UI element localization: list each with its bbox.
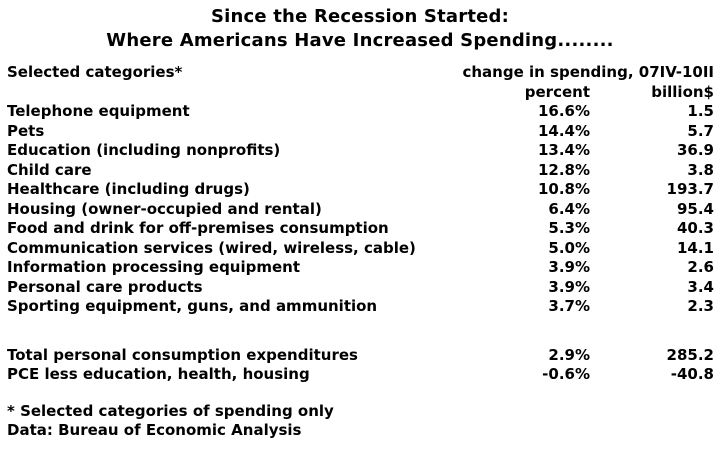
row-percent-value: 5.3% <box>548 219 590 237</box>
row-percent-value: 3.7% <box>548 297 590 315</box>
table-totals: Total personal consumption expenditures … <box>7 346 714 385</box>
row-category: Healthcare (including drugs) <box>7 180 250 198</box>
column-header-change-period: change in spending, 07IV-10II <box>462 63 714 81</box>
row-category: Personal care products <box>7 277 203 296</box>
table-row: Healthcare (including drugs) 10.8% 193.7 <box>7 180 714 200</box>
row-billion-value: 2.3 <box>687 297 714 315</box>
table-row: PCE less education, health, housing -0.6… <box>7 365 714 385</box>
row-category: Total personal consumption expenditures <box>7 345 358 364</box>
row-billion-value: 2.6 <box>687 258 714 276</box>
row-billion-value: -40.8 <box>670 365 714 383</box>
row-percent-value: 3.9% <box>548 258 590 276</box>
footnote-selected-categories: * Selected categories of spending only <box>7 401 334 420</box>
table-row: Food and drink for off-premises consumpt… <box>7 219 714 239</box>
row-category: Pets <box>7 121 45 140</box>
row-billion-value: 3.4 <box>687 277 714 296</box>
row-billion-value: 95.4 <box>676 199 714 218</box>
table-row: Pets 14.4% 5.7 <box>7 122 714 142</box>
row-category: Information processing equipment <box>7 258 301 276</box>
table-row: Communication services (wired, wireless,… <box>7 239 714 259</box>
table-row: Personal care products 3.9% 3.4 <box>7 278 714 298</box>
title-line-2: Where Americans Have Increased Spending.… <box>106 30 614 51</box>
row-percent-value: 14.4% <box>537 121 590 140</box>
column-header-categories: Selected categories* <box>7 63 183 81</box>
table-row: Information processing equipment 3.9% 2.… <box>7 258 714 278</box>
table-header-row-2: percent billion$ <box>7 83 714 103</box>
page-title: Since the Recession Started: Where Ameri… <box>0 0 720 53</box>
row-category: Sporting equipment, guns, and ammunition <box>7 297 378 315</box>
row-category: Telephone equipment <box>7 102 190 120</box>
row-percent-value: 2.9% <box>548 345 590 364</box>
row-billion-value: 1.5 <box>687 102 714 120</box>
title-line-1: Since the Recession Started: <box>210 6 510 27</box>
row-category: Child care <box>7 160 92 179</box>
row-billion-value: 285.2 <box>666 345 714 364</box>
table-row: Total personal consumption expenditures … <box>7 346 714 366</box>
row-billion-value: 5.7 <box>687 121 714 140</box>
row-percent-value: 10.8% <box>537 180 590 198</box>
spending-table: Selected categories* change in spending,… <box>0 63 720 385</box>
row-percent-value: 5.0% <box>548 238 590 257</box>
column-header-billion: billion$ <box>651 82 714 101</box>
row-percent-value: 6.4% <box>548 199 590 218</box>
table-body: Telephone equipment 16.6% 1.5 Pets 14.4%… <box>7 102 714 317</box>
row-category: Housing (owner-occupied and rental) <box>7 199 322 218</box>
header-spacer <box>7 83 472 103</box>
table-row: Housing (owner-occupied and rental) 6.4%… <box>7 200 714 220</box>
row-percent-value: 12.8% <box>537 160 590 179</box>
row-billion-value: 193.7 <box>666 180 714 198</box>
row-percent-value: 3.9% <box>548 277 590 296</box>
row-percent-value: 13.4% <box>537 141 590 159</box>
row-billion-value: 14.1 <box>676 238 714 257</box>
table-row: Sporting equipment, guns, and ammunition… <box>7 297 714 317</box>
table-header-row-1: Selected categories* change in spending,… <box>7 63 714 83</box>
row-percent-value: -0.6% <box>542 365 590 383</box>
footnote-data-source: Data: Bureau of Economic Analysis <box>7 421 302 439</box>
table-row: Telephone equipment 16.6% 1.5 <box>7 102 714 122</box>
row-category: Food and drink for off-premises consumpt… <box>7 219 389 237</box>
row-category: PCE less education, health, housing <box>7 365 310 383</box>
table-row: Child care 12.8% 3.8 <box>7 161 714 181</box>
row-billion-value: 40.3 <box>676 219 714 237</box>
table-row: Education (including nonprofits) 13.4% 3… <box>7 141 714 161</box>
footnotes: * Selected categories of spending only D… <box>0 402 720 441</box>
column-header-percent: percent <box>524 82 590 101</box>
row-billion-value: 3.8 <box>687 160 714 179</box>
row-category: Education (including nonprofits) <box>7 141 281 159</box>
row-billion-value: 36.9 <box>676 141 714 159</box>
row-category: Communication services (wired, wireless,… <box>7 238 416 257</box>
row-percent-value: 16.6% <box>537 102 590 120</box>
